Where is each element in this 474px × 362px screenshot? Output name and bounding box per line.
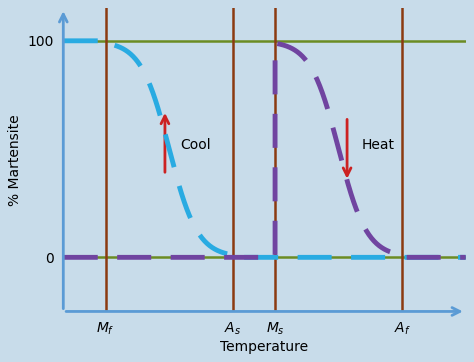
Y-axis label: % Martensite: % Martensite: [9, 114, 22, 206]
X-axis label: Temperature: Temperature: [220, 340, 309, 354]
Text: Heat: Heat: [362, 138, 395, 152]
Text: Cool: Cool: [180, 138, 210, 152]
